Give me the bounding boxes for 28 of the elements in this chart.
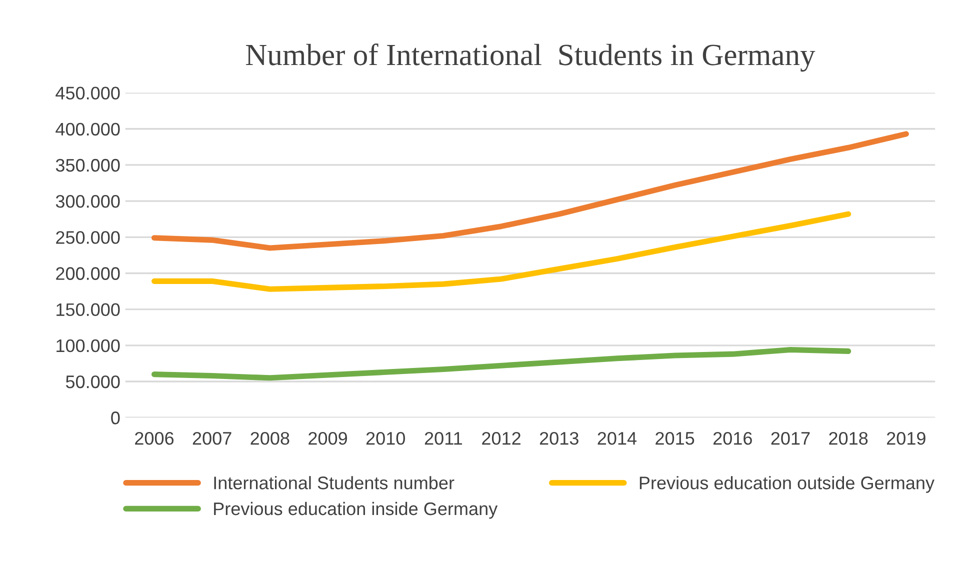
chart-title: Number of International Students in Germany <box>246 44 816 72</box>
legend-label: Previous education outside Germany <box>640 476 934 493</box>
y-tick-label: 150.000 <box>56 303 120 316</box>
y-tick-label: 50.000 <box>66 375 120 388</box>
x-tick-label: 2008 <box>250 432 290 445</box>
x-tick-label: 2009 <box>308 432 347 445</box>
y-tick-label: 300.000 <box>56 195 120 208</box>
x-tick-label: 2010 <box>366 432 405 445</box>
y-tick-label: 400.000 <box>56 122 120 136</box>
y-tick-label: 250.000 <box>56 231 120 244</box>
x-tick-label: 2016 <box>713 432 752 445</box>
y-tick-label: 350.000 <box>56 158 120 172</box>
x-tick-label: 2012 <box>482 432 520 445</box>
legend-label: Previous education inside Germany <box>214 502 498 519</box>
legend-label: International Students number <box>214 476 454 490</box>
x-tick-label: 2017 <box>771 432 810 445</box>
y-tick-label: 0 <box>111 412 120 424</box>
x-tick-label: 2007 <box>192 432 232 445</box>
x-tick-label: 2011 <box>424 432 462 445</box>
y-tick-label: 100.000 <box>56 339 120 352</box>
y-tick-label: 200.000 <box>56 267 120 280</box>
x-tick-label: 2019 <box>886 432 926 445</box>
x-tick-label: 2013 <box>540 432 578 445</box>
x-tick-label: 2014 <box>598 432 637 445</box>
x-tick-label: 2006 <box>135 432 174 445</box>
x-tick-label: 2015 <box>656 432 694 445</box>
x-tick-label: 2018 <box>829 432 868 445</box>
y-tick-label: 450.000 <box>56 86 120 100</box>
